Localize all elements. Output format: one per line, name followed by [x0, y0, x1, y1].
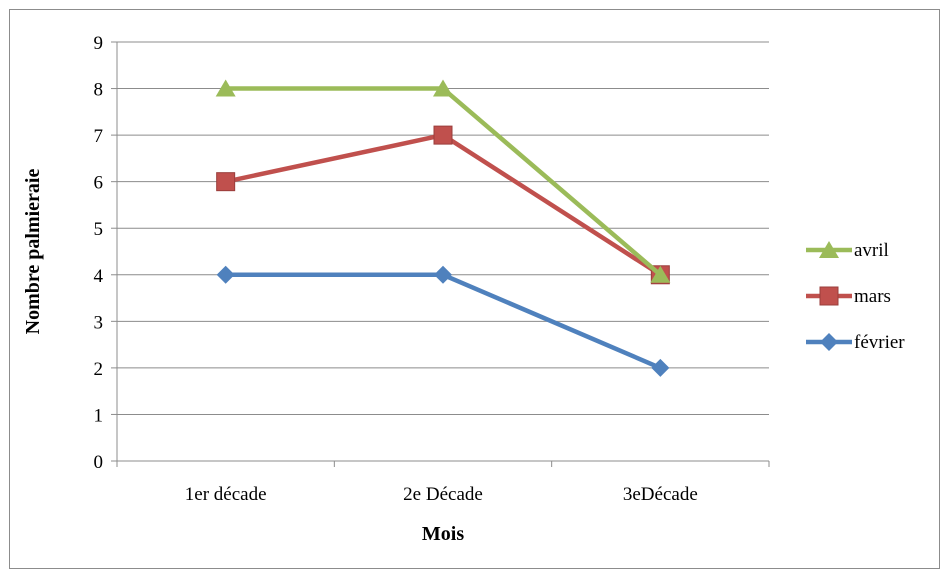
series-avril — [215, 79, 671, 283]
x-axis-title: Mois — [422, 523, 464, 545]
x-tick-label: 3eDécade — [623, 484, 698, 505]
y-tick-label: 8 — [94, 80, 104, 101]
legend-label: février — [854, 332, 905, 353]
legend-item-février: février — [806, 332, 905, 353]
data-point-février — [434, 265, 452, 284]
y-tick-label: 2 — [94, 359, 104, 380]
data-point-avril — [433, 79, 453, 97]
series-line-mars — [225, 132, 662, 277]
series-mars — [216, 125, 670, 285]
data-point-mars — [433, 125, 453, 145]
series-février — [216, 265, 670, 377]
legend-item-avril: avril — [806, 240, 889, 261]
legend-marker — [819, 286, 839, 306]
legend-marker — [820, 333, 838, 351]
legend: avril mars février — [806, 240, 905, 353]
y-tick-label: 6 — [94, 173, 104, 194]
y-tick-label: 0 — [94, 452, 104, 473]
x-tick-label: 1er décade — [185, 484, 267, 505]
data-point-avril — [215, 79, 236, 97]
y-tick-label: 5 — [94, 219, 104, 240]
data-point-mars — [216, 172, 236, 192]
legend-marker — [819, 241, 839, 258]
data-point-février — [216, 265, 235, 284]
legend-label: mars — [854, 286, 891, 307]
data-point-avril — [650, 265, 671, 283]
x-tick-labels: 1er décade 2e Décade 3eDécade — [185, 484, 698, 505]
y-tick-label: 4 — [94, 266, 104, 287]
gridlines — [111, 41, 770, 467]
data-point-février — [651, 358, 670, 377]
axes — [116, 42, 769, 462]
y-tick-label: 1 — [94, 405, 104, 426]
y-tick-labels: 0 1 2 3 4 5 6 7 8 9 — [94, 33, 104, 473]
series-group — [215, 79, 671, 377]
legend-label: avril — [854, 240, 889, 261]
y-axis-title: Nombre palmieraie — [22, 169, 44, 335]
y-tick-label: 3 — [94, 312, 104, 333]
x-tick-label: 2e Décade — [403, 484, 483, 505]
legend-item-mars: mars — [806, 286, 891, 307]
y-tick-label: 7 — [94, 126, 104, 147]
y-tick-label: 9 — [94, 33, 104, 54]
